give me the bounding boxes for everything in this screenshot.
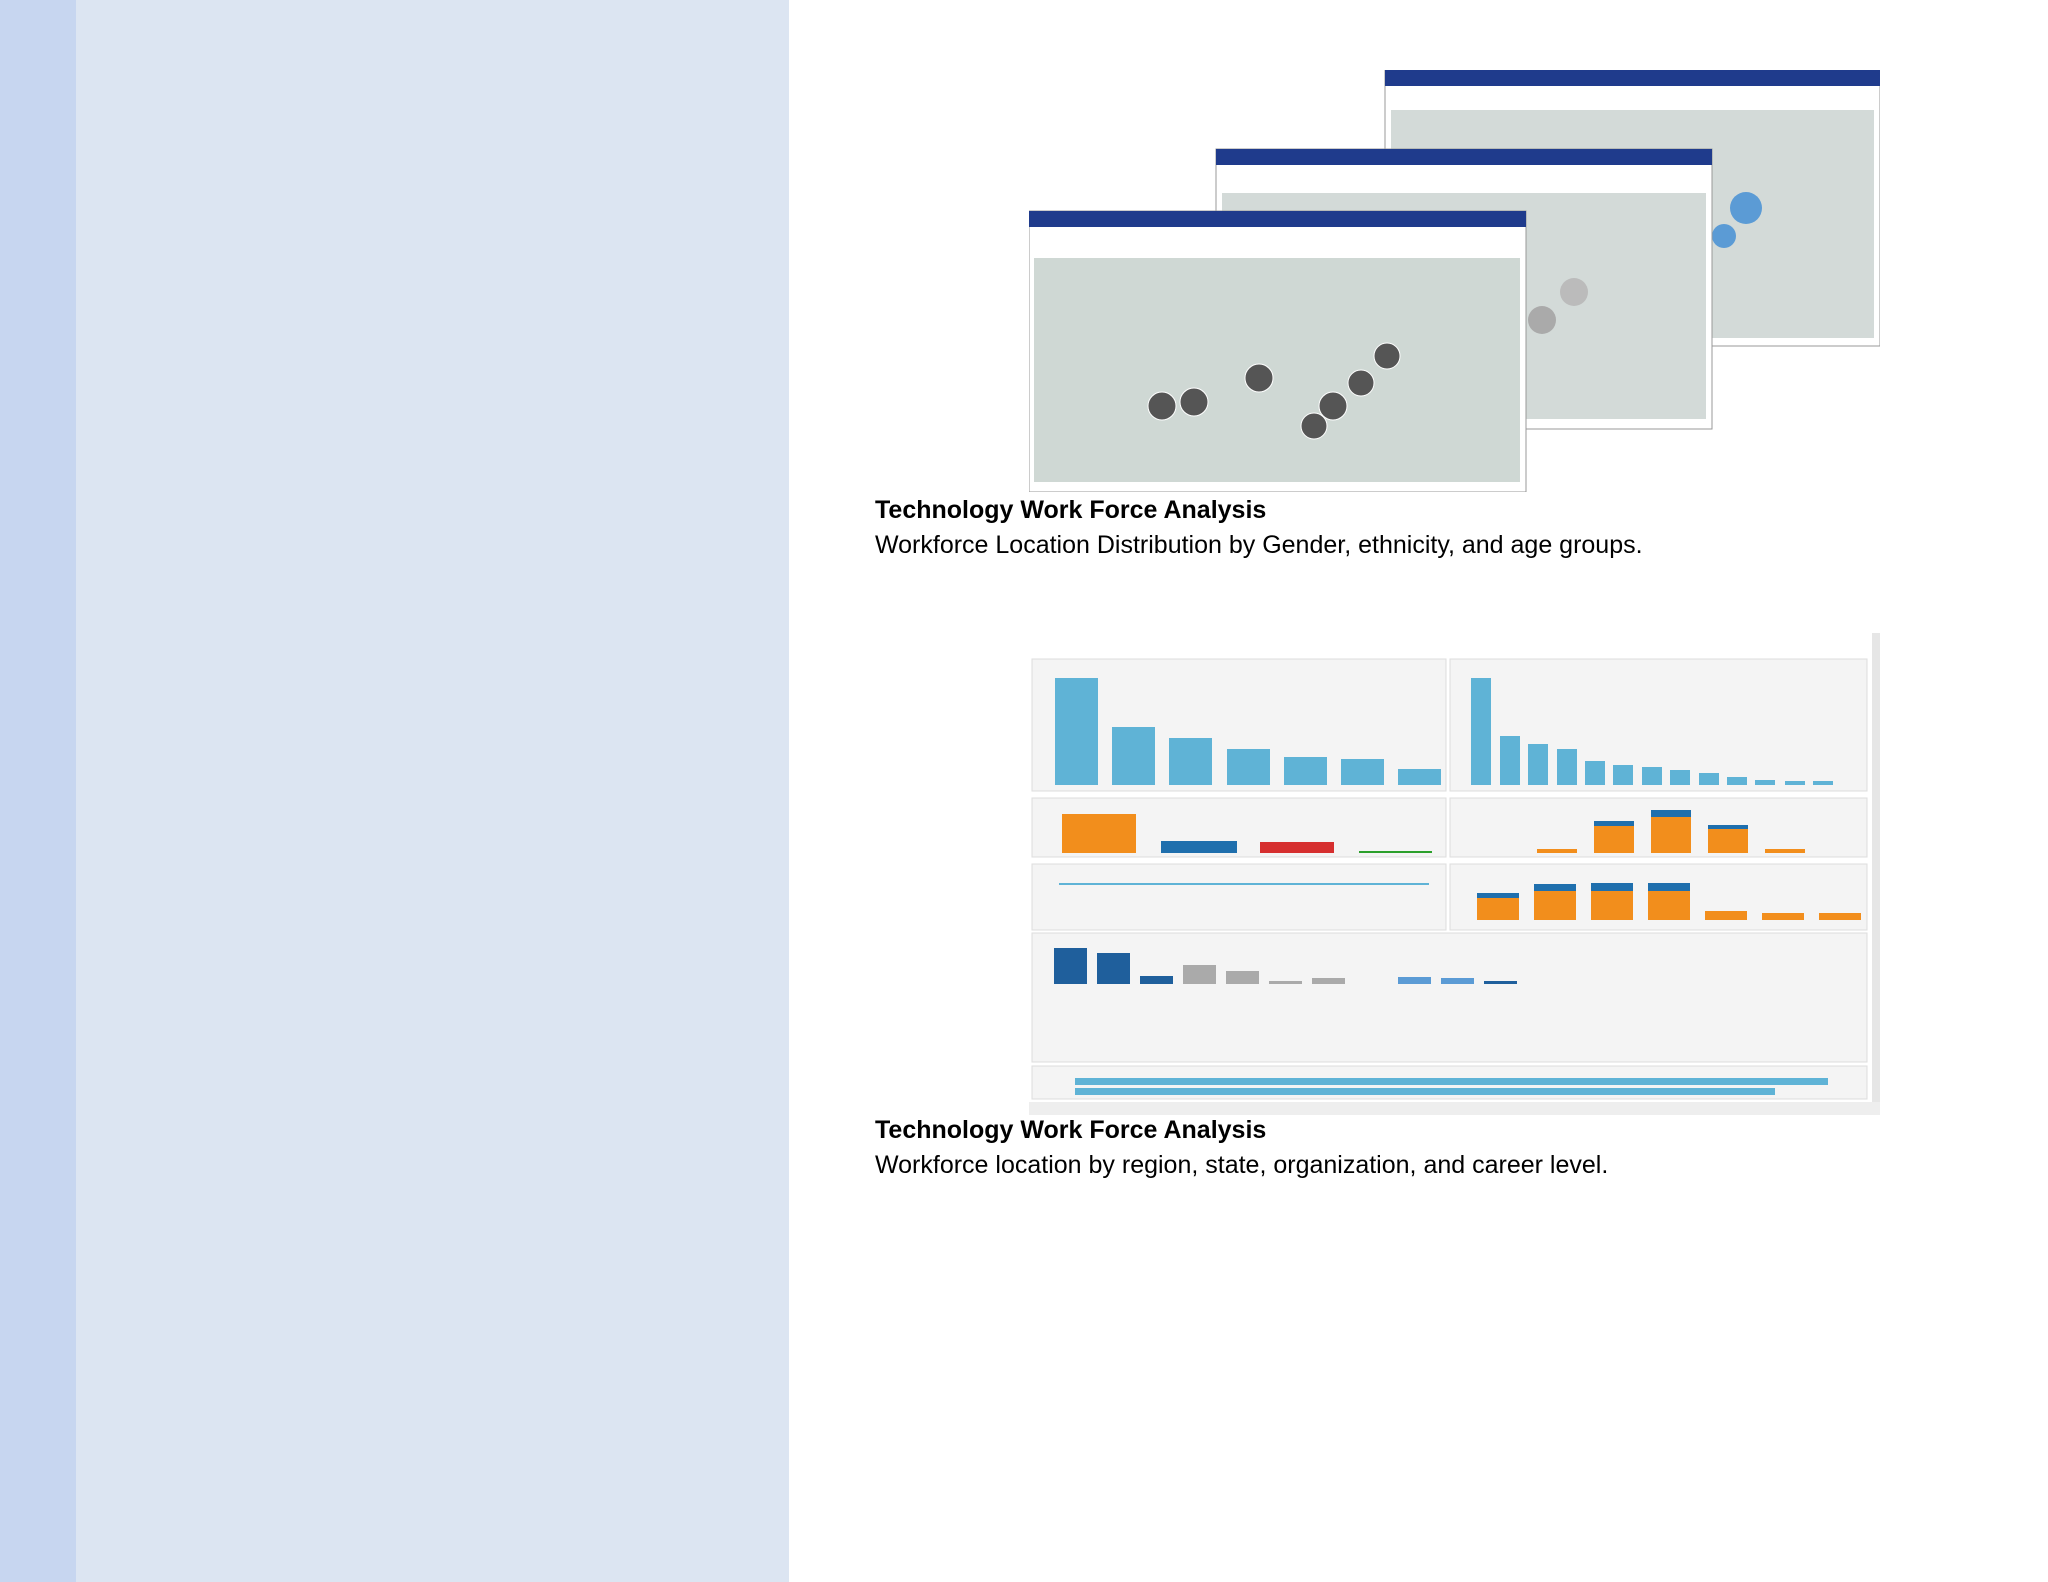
- state-bars: [1471, 678, 1833, 785]
- map-screenshots: [1029, 70, 1880, 492]
- caption-description: Workforce Location Distribution by Gende…: [875, 531, 1643, 559]
- panels: [1031, 658, 1868, 1100]
- organization-bars: [1062, 814, 1432, 853]
- flsa-bars: [1075, 1078, 1828, 1095]
- caption-title: Technology Work Force Analysis: [875, 1116, 1267, 1144]
- scrollbar: [1872, 633, 1880, 1102]
- tab-bar: [1029, 1102, 1880, 1115]
- region-bars: [1055, 678, 1441, 785]
- age-bars: [1537, 810, 1805, 853]
- window-front: [1029, 210, 1527, 492]
- caption-description: Workforce location by region, state, org…: [875, 1151, 1609, 1179]
- caption-title: Technology Work Force Analysis: [875, 496, 1267, 524]
- tenure-bars: [1477, 883, 1861, 920]
- dashboard-screenshot: [1029, 633, 1880, 1115]
- side-stripe: [0, 0, 76, 1582]
- side-panel: [76, 0, 789, 1582]
- career-bars: [1054, 948, 1517, 984]
